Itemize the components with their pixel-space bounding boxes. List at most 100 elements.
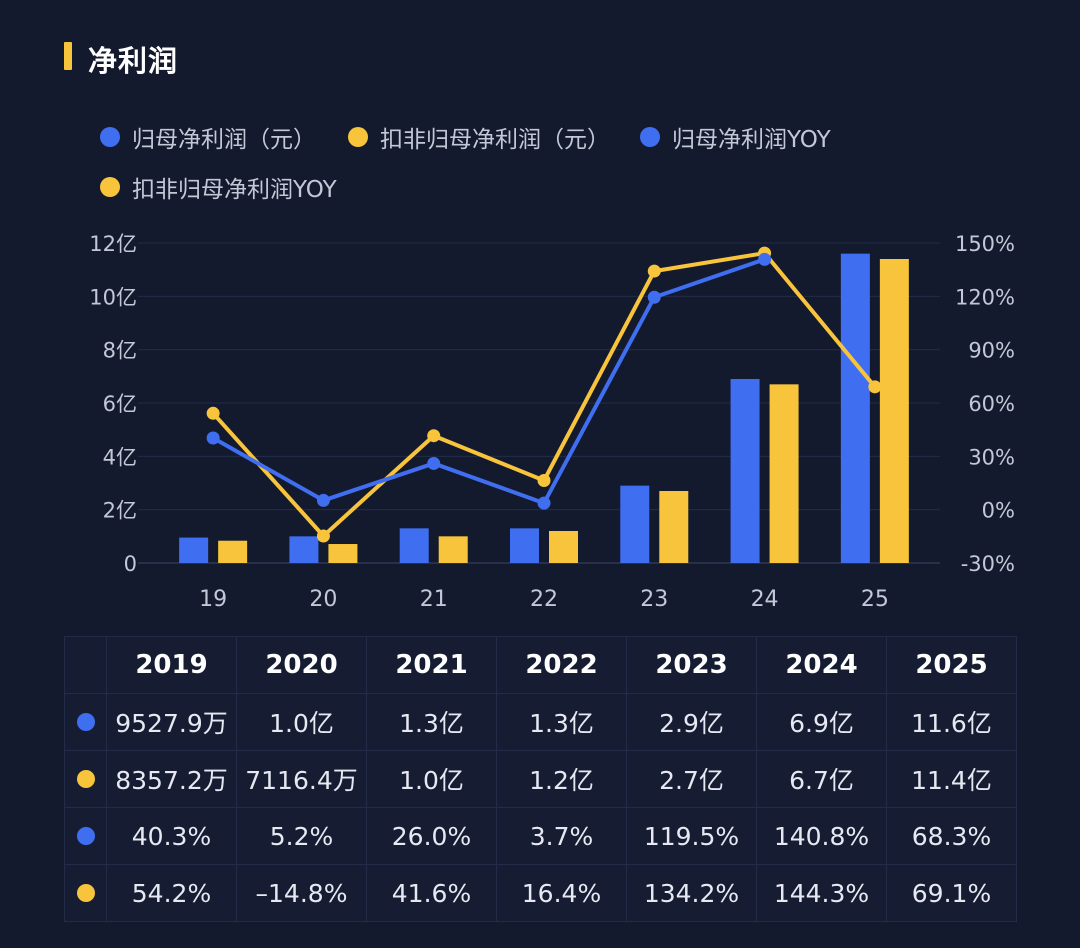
table-cell: 2.7亿 — [626, 750, 757, 808]
point-parent-yoy — [316, 493, 330, 507]
bar-parent-net-profit — [510, 528, 539, 563]
year-header: 2025 — [886, 636, 1017, 694]
table-cell: 41.6% — [366, 864, 497, 922]
legend-item-deducted-yoy[interactable]: 扣非归母净利润YOY — [100, 170, 337, 204]
chart-title: 净利润 — [88, 44, 179, 78]
point-deducted-yoy — [316, 529, 330, 543]
row-marker-cell — [64, 750, 107, 808]
y-right-tick-label: 0% — [982, 499, 1015, 523]
y-left-tick-label: 10亿 — [89, 285, 137, 309]
data-table: 2019 2020 2021 2022 2023 2024 2025 9527.… — [64, 636, 1017, 922]
year-header: 2022 — [496, 636, 627, 694]
year-header: 2023 — [626, 636, 757, 694]
table-cell: 7116.4万 — [236, 750, 367, 808]
legend-item-parent-net-profit[interactable]: 归母净利润（元） — [100, 120, 316, 154]
y-left-tick-label: 4亿 — [103, 445, 137, 469]
table-cell: 8357.2万 — [106, 750, 237, 808]
table-cell: 2.9亿 — [626, 693, 757, 751]
x-tick-label: 24 — [751, 587, 779, 612]
legend-dot-blue-icon — [640, 127, 660, 147]
x-tick-label: 21 — [420, 587, 448, 612]
x-tick-label: 23 — [640, 587, 668, 612]
row-marker-cell — [64, 864, 107, 922]
table-header-row: 2019 2020 2021 2022 2023 2024 2025 — [64, 636, 1017, 694]
row-marker-cell — [64, 693, 107, 751]
table-cell: 11.6亿 — [886, 693, 1017, 751]
bar-deducted-net-profit — [328, 544, 358, 563]
bar-deducted-net-profit — [769, 384, 799, 563]
bar-parent-net-profit — [399, 528, 429, 563]
point-parent-yoy — [758, 252, 772, 266]
y-left-tick-label: 12亿 — [89, 232, 137, 256]
legend-label: 归母净利润YOY — [672, 127, 831, 153]
y-right-tick-label: 30% — [968, 445, 1015, 469]
table-cell: 69.1% — [886, 864, 1017, 922]
combo-chart: 0 2亿 4亿 6亿 8亿 10亿 12亿 -30% 0% 30% 60% 90% 120% 150% 19… — [89, 232, 1015, 612]
title-accent-bar — [64, 42, 72, 70]
bar-deducted-net-profit — [218, 540, 248, 563]
legend-label: 归母净利润（元） — [132, 127, 316, 153]
table-cell: 16.4% — [496, 864, 627, 922]
bar-deducted-net-profit — [438, 536, 468, 563]
table-row: 40.3% 5.2% 26.0% 3.7% 119.5% 140.8% 68.3% — [64, 807, 1017, 865]
table-cell: 68.3% — [886, 807, 1017, 865]
legend-dot-yellow-icon — [348, 127, 368, 147]
point-deducted-yoy — [647, 264, 661, 278]
bar-deducted-net-profit — [659, 491, 689, 563]
table-cell: 6.7亿 — [756, 750, 887, 808]
legend-item-parent-yoy[interactable]: 归母净利润YOY — [640, 120, 831, 154]
table-cell: 1.0亿 — [366, 750, 497, 808]
row-marker-cell — [64, 807, 107, 865]
bar-parent-net-profit — [730, 379, 760, 563]
table-cell: –14.8% — [236, 864, 367, 922]
bar-parent-net-profit — [620, 485, 650, 563]
legend-label: 扣非归母净利润YOY — [132, 177, 337, 203]
year-header: 2024 — [756, 636, 887, 694]
x-tick-label: 22 — [530, 587, 558, 612]
point-parent-yoy — [647, 290, 661, 304]
table-cell: 1.0亿 — [236, 693, 367, 751]
legend-item-deducted-net-profit[interactable]: 扣非归母净利润（元） — [348, 120, 610, 154]
x-tick-label: 19 — [199, 587, 227, 612]
year-header: 2021 — [366, 636, 497, 694]
point-parent-yoy — [427, 456, 441, 470]
point-deducted-yoy — [427, 429, 441, 443]
line-parent-yoy — [212, 257, 766, 506]
y-left-tick-label: 6亿 — [103, 392, 137, 416]
y-right-tick-label: 60% — [968, 392, 1015, 416]
point-deducted-yoy — [206, 406, 220, 420]
point-parent-yoy — [206, 431, 220, 445]
row-dot-icon — [76, 769, 95, 788]
table-cell: 5.2% — [236, 807, 367, 865]
table-corner-cell — [64, 636, 107, 694]
legend-dot-yellow-icon — [100, 177, 120, 197]
table-row: 54.2% –14.8% 41.6% 16.4% 134.2% 144.3% 69.1% — [64, 864, 1017, 922]
table-cell: 119.5% — [626, 807, 757, 865]
legend-dot-blue-icon — [100, 127, 120, 147]
table-cell: 54.2% — [106, 864, 237, 922]
x-tick-label: 25 — [861, 587, 889, 612]
bar-parent-net-profit — [289, 536, 319, 563]
table-cell: 40.3% — [106, 807, 237, 865]
table-cell: 11.4亿 — [886, 750, 1017, 808]
x-tick-label: 20 — [309, 587, 337, 612]
y-right-tick-label: 120% — [955, 285, 1015, 309]
row-dot-icon — [76, 826, 95, 845]
table-cell: 1.3亿 — [366, 693, 497, 751]
table-cell: 134.2% — [626, 864, 757, 922]
table-cell: 6.9亿 — [756, 693, 887, 751]
y-left-tick-label: 8亿 — [103, 339, 137, 363]
table-row: 9527.9万 1.0亿 1.3亿 1.3亿 2.9亿 6.9亿 11.6亿 — [64, 693, 1017, 751]
point-deducted-yoy — [537, 474, 551, 488]
y-left-tick-label: 2亿 — [103, 499, 137, 523]
y-right-tick-label: -30% — [961, 552, 1015, 576]
table-cell: 1.2亿 — [496, 750, 627, 808]
table-cell: 26.0% — [366, 807, 497, 865]
point-parent-yoy — [537, 496, 551, 510]
table-cell: 140.8% — [756, 807, 887, 865]
bar-parent-net-profit — [179, 537, 209, 563]
table-cell: 144.3% — [756, 864, 887, 922]
table-cell: 9527.9万 — [106, 693, 237, 751]
table-cell: 1.3亿 — [496, 693, 627, 751]
bar-parent-net-profit — [840, 253, 870, 563]
